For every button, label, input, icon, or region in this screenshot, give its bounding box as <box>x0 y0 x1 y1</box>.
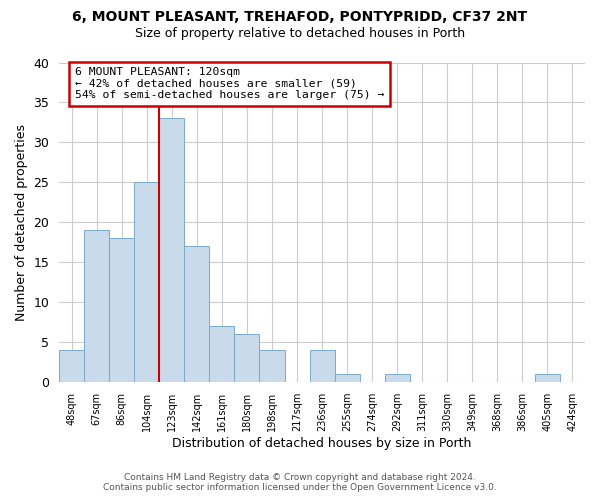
Bar <box>310 350 335 382</box>
Text: 6 MOUNT PLEASANT: 120sqm
← 42% of detached houses are smaller (59)
54% of semi-d: 6 MOUNT PLEASANT: 120sqm ← 42% of detach… <box>75 68 385 100</box>
Bar <box>59 350 84 382</box>
Y-axis label: Number of detached properties: Number of detached properties <box>15 124 28 321</box>
Bar <box>385 374 410 382</box>
Text: 6, MOUNT PLEASANT, TREHAFOD, PONTYPRIDD, CF37 2NT: 6, MOUNT PLEASANT, TREHAFOD, PONTYPRIDD,… <box>73 10 527 24</box>
Text: Contains HM Land Registry data © Crown copyright and database right 2024.
Contai: Contains HM Land Registry data © Crown c… <box>103 473 497 492</box>
Bar <box>109 238 134 382</box>
Bar <box>160 118 184 382</box>
Bar <box>235 334 259 382</box>
Bar <box>259 350 284 382</box>
Bar <box>184 246 209 382</box>
Text: Size of property relative to detached houses in Porth: Size of property relative to detached ho… <box>135 28 465 40</box>
Bar <box>84 230 109 382</box>
X-axis label: Distribution of detached houses by size in Porth: Distribution of detached houses by size … <box>172 437 472 450</box>
Bar <box>335 374 359 382</box>
Bar <box>535 374 560 382</box>
Bar <box>134 182 160 382</box>
Bar <box>209 326 235 382</box>
